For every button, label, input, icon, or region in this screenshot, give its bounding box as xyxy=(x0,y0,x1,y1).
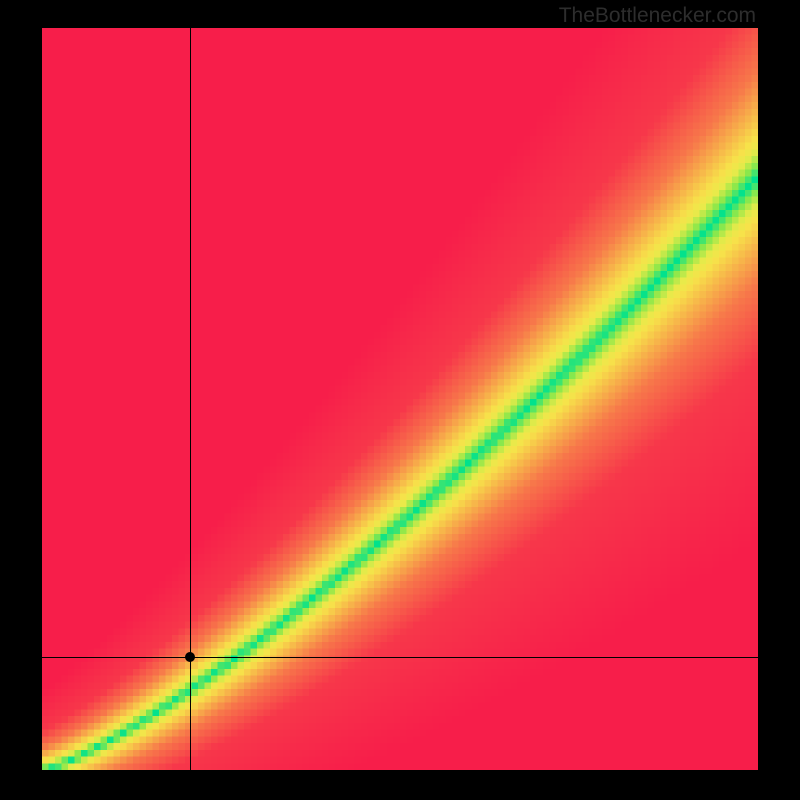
bottleneck-heatmap xyxy=(42,28,758,770)
crosshair-horizontal xyxy=(42,657,758,658)
attribution-text: TheBottlenecker.com xyxy=(559,4,756,28)
marker-dot xyxy=(185,652,195,662)
